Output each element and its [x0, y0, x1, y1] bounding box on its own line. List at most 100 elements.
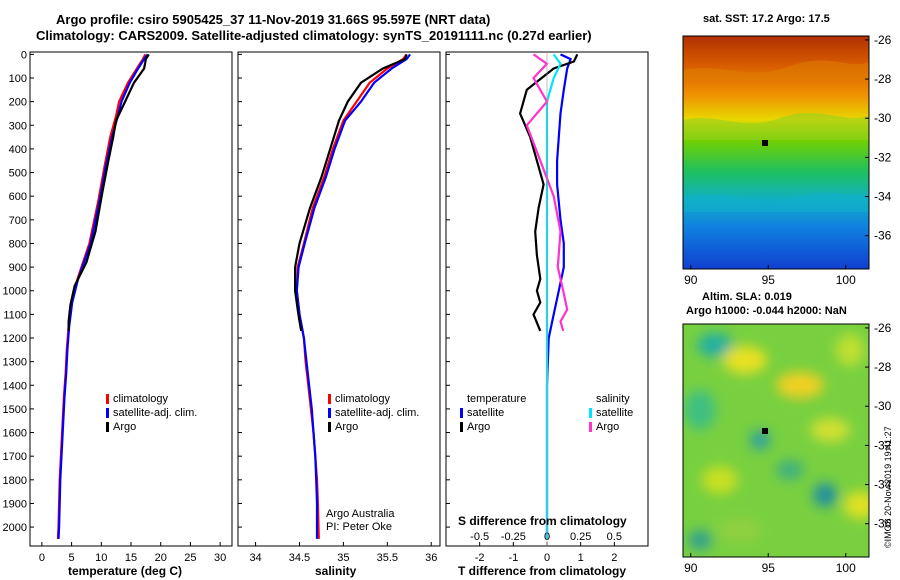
salinity-xtick-label: 34.5 [289, 552, 310, 564]
difference-s-legend-label: satellite [596, 407, 633, 419]
salinity-xtick-label: 35 [337, 552, 349, 564]
sla-map-frame [682, 323, 870, 558]
depth-tick-label: 600 [9, 191, 27, 203]
temperature-legend-swatch [106, 422, 109, 432]
temperature-series-argo [67, 53, 150, 331]
difference-xtick-label: 2 [611, 552, 617, 564]
timestamp: ©IMOS 20-Nov-2019 19:41:27 [883, 426, 893, 548]
temperature-xtick-label: 10 [95, 552, 107, 564]
depth-tick-label: 1600 [3, 428, 27, 440]
salinity-series-satellite-adj--clim- [295, 53, 411, 539]
depth-tick-label: 1000 [3, 286, 27, 298]
depth-tick-label: 1200 [3, 333, 27, 345]
sst-map-title: sat. SST: 17.2 Argo: 17.5 [703, 13, 830, 25]
temperature-legend-label: satellite-adj. clim. [113, 407, 197, 419]
temperature-xtick-label: 15 [125, 552, 137, 564]
depth-tick-label: 0 [21, 49, 27, 61]
sla-map-title: Altim. SLA: 0.019 [702, 291, 792, 303]
salinity-xtick-label: 34 [249, 552, 261, 564]
salinity-legend-label: climatology [335, 393, 391, 405]
salinity-legend-label: Argo [335, 421, 358, 433]
sst-map-xtick-label: 95 [762, 273, 776, 287]
sla-map-ytick-label: -34 [874, 478, 892, 492]
depth-tick-label: 100 [9, 73, 27, 85]
temperature-xtick-label: 0 [39, 552, 45, 564]
salinity-xtick-label: 36 [425, 552, 437, 564]
temperature-xtick-label: 5 [69, 552, 75, 564]
sla-argo-marker [762, 428, 768, 434]
salinity-legend-swatch [328, 394, 331, 404]
depth-tick-label: 1400 [3, 380, 27, 392]
sla-map-ytick-label: -28 [874, 360, 892, 374]
sst-map-ytick-label: -36 [874, 229, 892, 243]
difference-t-legend-label: satellite [467, 407, 504, 419]
difference-s-xtick-label: -0.5 [470, 531, 489, 543]
depth-tick-label: 1500 [3, 404, 27, 416]
sst-map-frame [682, 35, 870, 270]
difference-s-xtick-label: 0.25 [570, 531, 591, 543]
sla-map-xtick-label: 95 [762, 561, 776, 575]
depth-tick-label: 1300 [3, 357, 27, 369]
depth-tick-label: 900 [9, 262, 27, 274]
sla-map [683, 324, 869, 557]
sla-map-xtick-label: 90 [684, 561, 698, 575]
credit-line-2: PI: Peter Oke [326, 521, 393, 533]
title-line-2: Climatology: CARS2009. Satellite-adjuste… [36, 28, 592, 43]
temperature-legend-label: climatology [113, 393, 169, 405]
sst-argo-marker [762, 140, 768, 146]
sla-map-ytick-label: -36 [874, 517, 892, 531]
salinity-legend-swatch [328, 408, 331, 418]
depth-tick-label: 1900 [3, 498, 27, 510]
sla-map-xtick-label: 100 [836, 561, 856, 575]
temperature-xtick-label: 20 [155, 552, 167, 564]
temperature-legend-swatch [106, 408, 109, 418]
temperature-series-satellite-adj--clim- [57, 53, 149, 539]
temperature-xlabel: temperature (deg C) [68, 564, 183, 578]
depth-tick-label: 400 [9, 144, 27, 156]
temperature-legend-swatch [106, 394, 109, 404]
difference-xtick-label: -2 [475, 552, 485, 564]
credit-line-1: Argo Australia [326, 508, 395, 520]
sst-map-ytick-label: -32 [874, 150, 892, 164]
temperature-xtick-label: 25 [184, 552, 196, 564]
sst-map-xtick-label: 90 [684, 273, 698, 287]
depth-tick-label: 1700 [3, 451, 27, 463]
difference-s-legend-swatch [589, 422, 592, 432]
difference-legend-t-title: temperature [467, 393, 526, 405]
salinity-xlabel: salinity [315, 564, 357, 578]
depth-tick-label: 200 [9, 97, 27, 109]
salinity-legend-swatch [328, 422, 331, 432]
difference-t-legend-swatch [460, 408, 463, 418]
difference-legend-s-title: salinity [596, 393, 630, 405]
t-difference-xlabel: T difference from climatology [458, 564, 627, 578]
sst-map-ytick-label: -30 [874, 111, 892, 125]
depth-tick-label: 2000 [3, 522, 27, 534]
sla-map-ytick-label: -32 [874, 438, 892, 452]
salinity-xtick-label: 35.5 [377, 552, 398, 564]
depth-tick-label: 1800 [3, 475, 27, 487]
sst-map-ytick-label: -26 [874, 33, 892, 47]
depth-tick-label: 1100 [3, 309, 27, 321]
difference-series-s-argo [525, 53, 569, 332]
sla-map-ytick-label: -26 [874, 321, 892, 335]
s-difference-xlabel: S difference from climatology [458, 514, 627, 528]
depth-tick-label: 300 [9, 120, 27, 132]
salinity-series-argo [294, 54, 408, 332]
depth-tick-label: 800 [9, 238, 27, 250]
difference-series-t-argo [518, 53, 579, 332]
difference-s-legend-swatch [589, 408, 592, 418]
temperature-legend-label: Argo [113, 421, 136, 433]
difference-t-legend-label: Argo [467, 421, 490, 433]
depth-tick-label: 700 [9, 215, 27, 227]
sst-map-ytick-label: -34 [874, 190, 892, 204]
salinity-panel [237, 51, 441, 547]
difference-xtick-label: 0 [544, 552, 550, 564]
sst-map-xtick-label: 100 [836, 273, 856, 287]
sst-map [683, 36, 869, 269]
difference-s-xtick-label: 0.5 [607, 531, 622, 543]
sla-map-ytick-label: -30 [874, 399, 892, 413]
temperature-panel [29, 51, 233, 547]
difference-xtick-label: 1 [578, 552, 584, 564]
difference-s-legend-label: Argo [596, 421, 619, 433]
